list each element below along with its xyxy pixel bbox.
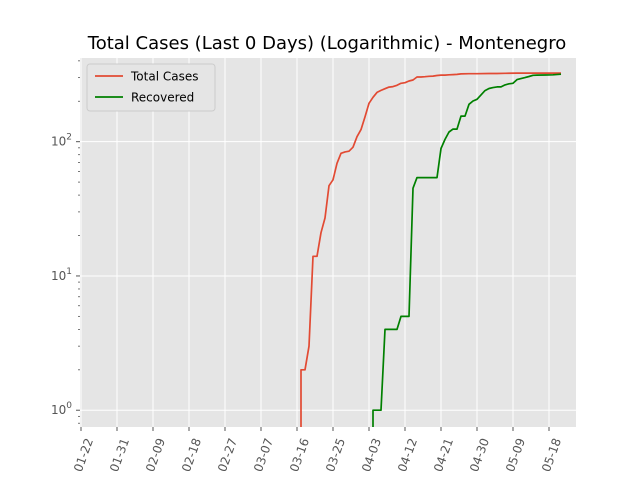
series-line-recovered [372,73,562,427]
x-axis: 01-22 01-31 02-09 02-18 02-27 03-07 03-16 03-25… [71,427,564,474]
x-tick-label: 02-09 [143,436,168,474]
x-tick-label: 04-03 [359,436,384,474]
y-tick-label: 102 [51,133,72,149]
series-group [300,72,562,427]
x-tick-label: 04-12 [395,436,420,474]
x-tick-label: 02-18 [179,436,204,474]
grid [80,58,576,427]
y-axis: 100 101 102 [51,60,80,424]
x-tick-label: 05-09 [503,436,528,474]
x-tick-label: 02-27 [215,436,240,474]
x-tick-label: 03-16 [287,436,312,474]
chart-title: Total Cases (Last 0 Days) (Logarithmic) … [87,33,566,54]
y-tick-label: 101 [51,267,72,283]
series-line-total-cases [300,72,561,427]
x-tick-label: 03-07 [251,436,276,474]
y-tick-label: 100 [51,401,72,417]
x-tick-label: 03-25 [323,436,348,474]
legend-label-recovered: Recovered [131,91,194,105]
x-tick-label: 01-22 [71,436,96,474]
plot-area [80,58,576,427]
x-tick-label: 05-18 [539,436,564,474]
x-tick-label: 01-31 [107,436,132,474]
x-tick-label: 04-30 [467,436,492,474]
legend-label-total-cases: Total Cases [130,70,198,84]
x-tick-label: 04-21 [431,436,456,474]
legend: Total Cases Recovered [86,63,216,112]
